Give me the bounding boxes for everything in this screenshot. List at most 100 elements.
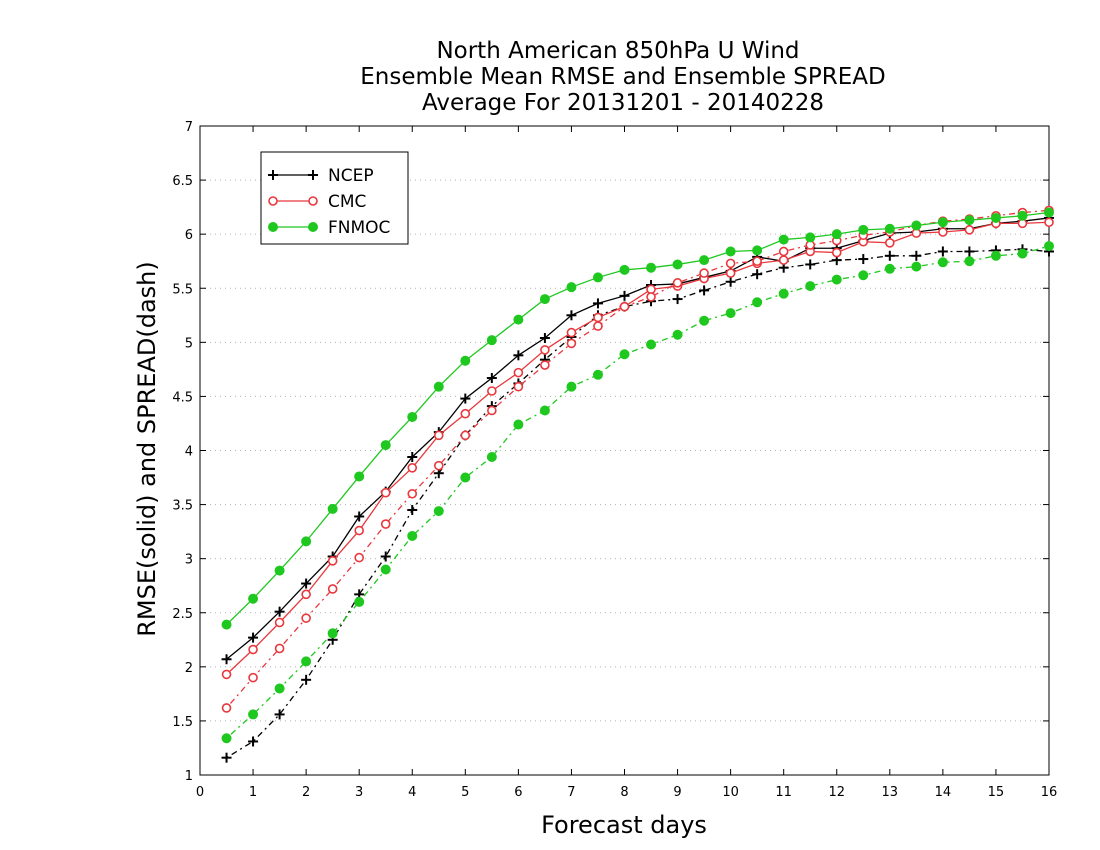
data-point-ncep-spread — [407, 504, 418, 515]
data-point-ncep-rmse — [486, 373, 497, 384]
data-point-cmc-rmse — [885, 238, 895, 248]
data-point-cmc-spread — [274, 643, 285, 654]
data-point-fnmoc-spread — [380, 564, 391, 575]
x-tick-label: 11 — [775, 785, 792, 800]
data-point-cmc-spread — [646, 292, 656, 302]
data-point-cmc-rmse — [540, 345, 550, 355]
data-point-fnmoc-spread — [460, 472, 471, 483]
data-point-fnmoc-spread — [884, 263, 895, 274]
data-point-cmc-spread — [380, 519, 391, 529]
x-tick-label: 12 — [828, 785, 845, 800]
data-point-cmc-spread — [778, 246, 789, 257]
data-point-cmc-spread — [672, 278, 683, 288]
chart-title: North American 850hPa U Wind Ensemble Me… — [360, 38, 885, 116]
data-point-cmc-spread — [460, 430, 471, 441]
x-tick-label: 7 — [567, 785, 575, 800]
data-point-fnmoc-spread — [433, 506, 444, 517]
data-point-cmc-rmse — [221, 669, 232, 680]
data-point-ncep-rmse — [221, 654, 232, 665]
data-point-ncep-rmse — [301, 578, 312, 589]
y-tick-label: 5.5 — [172, 282, 193, 297]
data-point-fnmoc-rmse — [566, 282, 577, 293]
legend-marker — [268, 222, 278, 232]
legend-item-cmc: CMC — [268, 192, 366, 212]
data-point-fnmoc-spread — [964, 256, 975, 267]
data-point-cmc-spread — [566, 338, 577, 349]
y-tick-label: 3 — [185, 553, 193, 568]
data-point-cmc-spread — [221, 703, 232, 713]
data-point-cmc-rmse — [566, 327, 577, 338]
grid-lines — [200, 179, 1049, 722]
data-point-fnmoc-spread — [752, 297, 763, 308]
data-point-cmc-spread — [725, 258, 736, 269]
data-point-ncep-rmse — [354, 511, 365, 522]
y-tick-label: 6.5 — [172, 174, 193, 189]
data-point-fnmoc-spread — [911, 261, 922, 272]
data-point-fnmoc-spread — [646, 339, 657, 350]
data-point-fnmoc-rmse — [354, 471, 365, 482]
chart-title-line-2: Ensemble Mean RMSE and Ensemble SPREAD — [360, 64, 885, 90]
x-tick-label: 9 — [673, 785, 681, 800]
data-point-fnmoc-rmse — [619, 264, 630, 275]
y-tick-label: 1 — [185, 769, 193, 784]
data-point-cmc-rmse — [593, 312, 603, 323]
y-tick-labels: 1 1.5 2 2.5 3 3.5 4 4.5 5 5.5 6 6.5 7 — [172, 120, 193, 784]
series-ncep-rmse — [221, 212, 1054, 665]
data-point-cmc-rmse — [407, 463, 418, 473]
chart-title-line-3: Average For 20131201 - 20140228 — [422, 90, 824, 116]
data-point-fnmoc-rmse — [646, 262, 657, 273]
y-tick-label: 7 — [185, 120, 193, 135]
series-line-fnmoc-rmse — [226, 211, 1050, 626]
x-tick-label: 4 — [408, 785, 416, 800]
data-point-ncep-rmse — [248, 632, 259, 643]
data-point-fnmoc-rmse — [884, 223, 895, 234]
data-point-cmc-rmse — [433, 430, 444, 441]
data-point-fnmoc-rmse — [937, 217, 948, 228]
series-fnmoc-rmse — [221, 207, 1054, 630]
data-point-fnmoc-rmse — [778, 234, 789, 245]
data-point-ncep-rmse — [274, 606, 285, 617]
data-point-fnmoc-rmse — [911, 220, 922, 231]
data-point-ncep-rmse — [460, 393, 471, 404]
data-point-fnmoc-spread — [805, 281, 816, 292]
data-point-fnmoc-rmse — [752, 245, 763, 256]
data-point-cmc-spread — [752, 256, 762, 267]
data-point-fnmoc-spread — [327, 628, 338, 639]
data-point-fnmoc-spread — [566, 381, 577, 392]
data-point-cmc-spread — [327, 584, 338, 594]
data-point-cmc-spread — [407, 488, 418, 499]
data-point-ncep-spread — [274, 709, 285, 720]
data-point-fnmoc-spread — [699, 315, 710, 326]
y-tick-label: 4 — [185, 445, 193, 460]
x-tick-label: 14 — [935, 785, 952, 800]
data-point-fnmoc-rmse — [221, 619, 232, 630]
series-fnmoc-spread — [221, 241, 1054, 744]
legend-marker — [268, 170, 278, 180]
data-point-fnmoc-rmse — [274, 565, 285, 576]
data-point-ncep-spread — [911, 250, 922, 261]
data-point-fnmoc-rmse — [990, 212, 1001, 223]
data-point-ncep-spread — [672, 294, 683, 305]
series-line-ncep-spread — [226, 248, 1050, 759]
x-tick-label: 5 — [461, 785, 469, 800]
data-point-fnmoc-rmse — [672, 259, 683, 270]
data-point-ncep-spread — [752, 269, 763, 280]
x-axis-label: Forecast days — [541, 811, 707, 839]
legend-box — [260, 151, 409, 245]
data-point-fnmoc-spread — [486, 451, 497, 462]
legend-label: CMC — [328, 192, 366, 212]
data-point-ncep-spread — [937, 246, 948, 257]
data-point-fnmoc-spread — [619, 349, 630, 360]
data-point-cmc-rmse — [938, 227, 948, 237]
data-point-cmc-rmse — [487, 386, 497, 396]
x-tick-label: 13 — [882, 785, 899, 800]
legend: NCEP CMC FNMOC — [260, 151, 409, 245]
data-point-fnmoc-spread — [221, 733, 232, 744]
data-point-fnmoc-rmse — [858, 224, 869, 235]
series-ncep-spread — [221, 244, 1054, 763]
data-point-ncep-spread — [380, 551, 391, 562]
data-point-ncep-spread — [805, 259, 816, 270]
data-point-cmc-rmse — [831, 247, 842, 258]
data-point-ncep-spread — [301, 674, 312, 685]
legend-marker — [308, 222, 318, 232]
